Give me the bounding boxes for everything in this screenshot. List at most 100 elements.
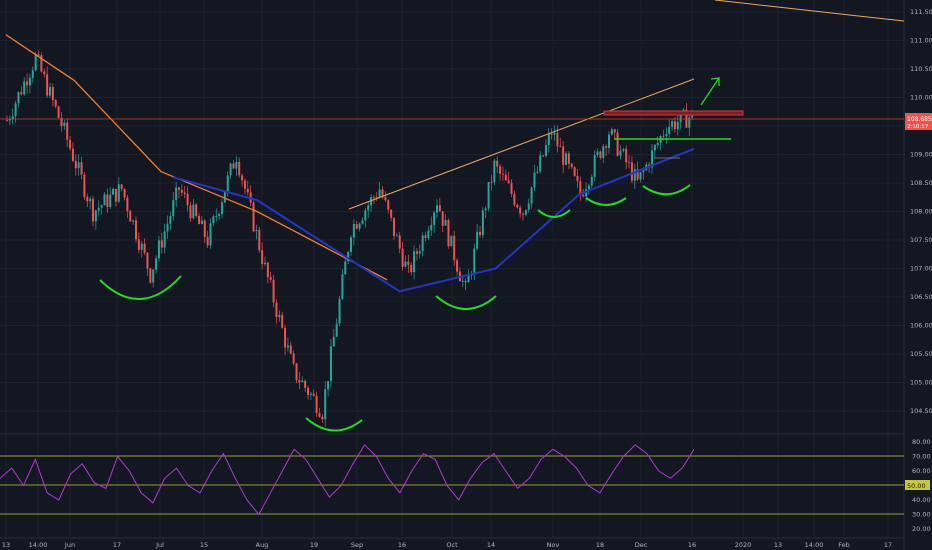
time-tick-label: 14 xyxy=(487,541,495,549)
candle xyxy=(536,166,539,175)
candle xyxy=(329,339,332,388)
candle xyxy=(665,127,668,144)
candle xyxy=(40,52,43,73)
rsi-value-tag: 50.00 xyxy=(905,480,930,490)
candle xyxy=(370,194,373,212)
candle xyxy=(106,188,109,213)
candle xyxy=(315,391,318,417)
price-tick-label: 108.000 xyxy=(910,208,932,216)
time-tick-label: 18 xyxy=(596,541,604,549)
price-tick-label: 107.500 xyxy=(910,236,932,244)
candle xyxy=(539,150,542,174)
candle xyxy=(490,174,493,191)
candle xyxy=(424,231,427,242)
time-tick-label: Jun xyxy=(64,541,75,549)
candle xyxy=(112,187,115,195)
candle xyxy=(384,191,387,202)
candle xyxy=(364,207,367,228)
candle xyxy=(209,218,212,249)
candle xyxy=(301,376,304,383)
price-tick-label: 111.500 xyxy=(910,8,932,16)
time-tick-label: 19 xyxy=(310,541,318,549)
candle xyxy=(163,223,166,254)
target-arrow-shaft[interactable] xyxy=(700,77,720,106)
candle xyxy=(318,407,321,418)
candle xyxy=(109,187,112,209)
candle xyxy=(292,350,295,366)
candle xyxy=(223,191,226,203)
time-tick-label: 16 xyxy=(688,541,696,549)
candle xyxy=(327,381,330,397)
candle xyxy=(559,137,562,148)
price-tick-label: 109.000 xyxy=(910,151,932,159)
candle xyxy=(613,128,616,140)
candle xyxy=(20,86,23,96)
candle xyxy=(137,232,140,254)
long-moving-average-line xyxy=(5,34,388,281)
resistance-zone[interactable] xyxy=(603,110,744,116)
price-axis-labels: 111.500111.000110.500110.000109.500109.0… xyxy=(910,8,932,415)
candle xyxy=(375,192,378,202)
price-tick-label: 110.000 xyxy=(910,94,932,102)
time-tick-label: 13 xyxy=(2,541,10,549)
price-tick-label: 111.000 xyxy=(910,37,932,45)
time-tick-label: 13 xyxy=(774,541,782,549)
candle xyxy=(307,385,309,400)
candle xyxy=(533,164,536,191)
candle xyxy=(94,209,97,230)
rounded-bottom-arc xyxy=(585,197,627,206)
candle xyxy=(542,154,545,158)
candle xyxy=(587,183,590,195)
candle xyxy=(430,216,433,236)
candle xyxy=(479,226,481,238)
candle xyxy=(418,244,421,259)
candle xyxy=(387,199,390,214)
candle xyxy=(203,219,206,243)
candle xyxy=(295,362,298,384)
candle xyxy=(464,278,467,290)
candle xyxy=(481,207,484,239)
ascending-trendline[interactable] xyxy=(348,78,695,210)
rsi-tick-label: 70.00 xyxy=(912,453,931,461)
candle xyxy=(355,220,358,230)
candle xyxy=(599,150,602,160)
candle xyxy=(304,379,307,392)
candle xyxy=(504,169,507,181)
descending-trendline[interactable] xyxy=(714,0,905,22)
time-tick-label: 17 xyxy=(884,541,892,549)
time-tick-label: 14:00 xyxy=(29,541,48,549)
candle xyxy=(447,218,450,249)
time-tick-label: 16 xyxy=(398,541,406,549)
time-tick-label: 14:00 xyxy=(805,541,824,549)
candle xyxy=(427,226,430,240)
price-tick-label: 104.500 xyxy=(910,407,932,415)
candle xyxy=(298,371,301,390)
short-moving-average-line xyxy=(173,147,695,293)
candle xyxy=(602,143,605,164)
candle xyxy=(77,154,80,176)
candle xyxy=(281,311,284,329)
candle xyxy=(367,201,370,219)
candle xyxy=(221,198,223,219)
candle xyxy=(195,203,198,218)
candle xyxy=(114,188,117,207)
rounded-bottom-arc xyxy=(435,295,497,310)
rounded-bottom-patterns xyxy=(99,184,691,432)
candle xyxy=(46,66,49,98)
candle xyxy=(622,147,625,153)
candle xyxy=(321,414,324,423)
candle xyxy=(668,119,671,138)
candle xyxy=(610,127,613,136)
candle xyxy=(140,240,143,258)
candle xyxy=(172,192,175,221)
candle xyxy=(688,114,691,136)
candle xyxy=(89,196,92,210)
candle xyxy=(496,155,499,174)
candle xyxy=(229,162,232,179)
candle xyxy=(264,256,266,267)
candle xyxy=(567,151,570,170)
candle xyxy=(651,143,653,174)
candle xyxy=(476,224,479,251)
candle xyxy=(215,208,218,222)
